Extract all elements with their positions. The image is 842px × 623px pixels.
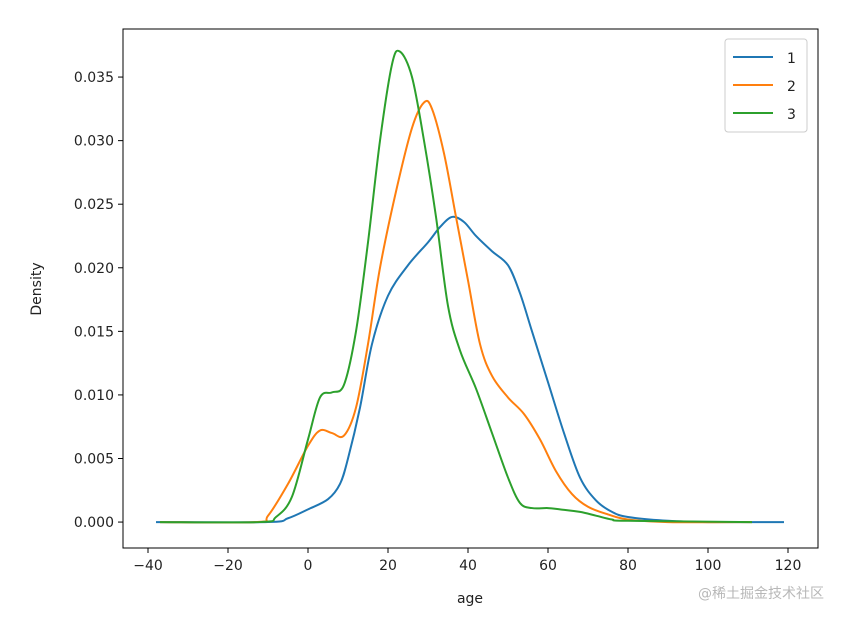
y-tick-label: 0.005: [74, 451, 114, 467]
y-axis: 0.000 0.005 0.010 0.015 0.020 0.025 0.030 0.035: [74, 70, 123, 531]
x-tick-label: 40: [459, 558, 477, 574]
y-tick-label: 0.030: [74, 134, 114, 150]
x-tick-label: 80: [619, 558, 637, 574]
series-line-3: [159, 49, 753, 524]
y-tick-label: 0.035: [74, 70, 114, 86]
x-tick-label: 0: [304, 558, 313, 574]
x-axis: −40 −20 0 20 40 60 80 100 120: [133, 548, 801, 574]
series-line-2: [159, 99, 753, 524]
legend-label: 1: [787, 51, 796, 67]
watermark: @稀土掘金技术社区: [698, 586, 824, 602]
series-layer: [155, 49, 785, 524]
y-tick-label: 0.015: [74, 324, 114, 340]
x-tick-label: 120: [775, 558, 802, 574]
legend: 1 2 3: [724, 38, 808, 133]
x-tick-label: −40: [133, 558, 163, 574]
series-line-1: [155, 215, 785, 524]
x-tick-label: 100: [695, 558, 722, 574]
y-tick-label: 0.000: [74, 515, 114, 531]
y-tick-label: 0.020: [74, 261, 114, 277]
x-tick-label: 20: [379, 558, 397, 574]
plot-frame: [122, 28, 819, 549]
x-axis-label: age: [457, 591, 483, 607]
x-tick-label: 60: [539, 558, 557, 574]
y-axis-label: Density: [29, 262, 45, 315]
legend-label: 3: [787, 107, 796, 123]
y-tick-label: 0.010: [74, 388, 114, 404]
legend-label: 2: [787, 79, 796, 95]
y-tick-label: 0.025: [74, 197, 114, 213]
x-tick-label: −20: [213, 558, 243, 574]
